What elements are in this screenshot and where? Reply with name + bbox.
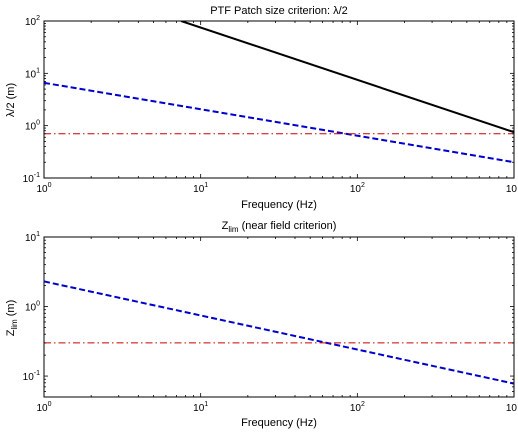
y-ticks-bottom: 10-1 100 101 bbox=[23, 231, 514, 398]
x-tick-label: 102 bbox=[350, 182, 365, 195]
y-axis-label-top: λ/2 (m) bbox=[5, 83, 17, 117]
y-tick-label: 102 bbox=[25, 15, 40, 28]
series-line-bottom-0 bbox=[44, 280, 514, 385]
y-tick-label: 101 bbox=[25, 231, 40, 244]
series-line-top-1 bbox=[44, 81, 514, 164]
x-tick-label: 101 bbox=[193, 401, 208, 414]
x-tick-label: 100 bbox=[36, 401, 51, 414]
panel-bottom: Zlim (near field criterion) 100 101 102 10 … bbox=[5, 220, 517, 429]
x-axis-label-bottom: Frequency (Hz) bbox=[241, 417, 317, 429]
chart-title-bottom-rest: (near field criterion) bbox=[239, 220, 337, 232]
y-ticks-top: 10-1 100 101 102 bbox=[23, 15, 514, 185]
chart-title-bottom-sub: lim bbox=[228, 225, 239, 234]
y-tick-label: 10-1 bbox=[23, 370, 40, 383]
series-group-bottom bbox=[44, 280, 514, 385]
y-axis-label-bottom: Zlim (m) bbox=[5, 300, 19, 337]
y-tick-label: 100 bbox=[25, 120, 40, 133]
y-axis-label-bottom-rest: (m) bbox=[5, 300, 17, 320]
chart-title-top: PTF Patch size criterion: λ/2 bbox=[210, 5, 348, 17]
y-tick-label: 101 bbox=[25, 67, 40, 80]
chart-title-bottom: Zlim (near field criterion) bbox=[222, 220, 337, 234]
x-tick-label: 101 bbox=[193, 182, 208, 195]
axes-frame-top bbox=[43, 20, 515, 179]
x-ticks-bottom: 100 101 102 10 bbox=[36, 237, 517, 414]
series-group-top bbox=[44, 21, 514, 164]
y-axis-label-bottom-main: Z bbox=[5, 329, 17, 336]
panel-top: PTF Patch size criterion: λ/2 100 101 102 1… bbox=[5, 5, 517, 211]
chart-title-bottom-main: Z bbox=[222, 220, 229, 232]
x-ticks-top: 100 101 102 10 bbox=[36, 21, 517, 195]
x-tick-label: 10 bbox=[506, 403, 518, 414]
series-line-top-0 bbox=[180, 21, 514, 134]
x-axis-label-top: Frequency (Hz) bbox=[241, 199, 317, 211]
y-tick-label: 10-1 bbox=[23, 172, 40, 185]
x-tick-label: 10 bbox=[506, 184, 518, 195]
y-tick-label: 100 bbox=[25, 301, 40, 314]
x-tick-label: 102 bbox=[350, 401, 365, 414]
axes-frame-bottom bbox=[43, 236, 515, 398]
x-tick-label: 100 bbox=[36, 182, 51, 195]
y-axis-label-bottom-sub: lim bbox=[10, 319, 19, 330]
